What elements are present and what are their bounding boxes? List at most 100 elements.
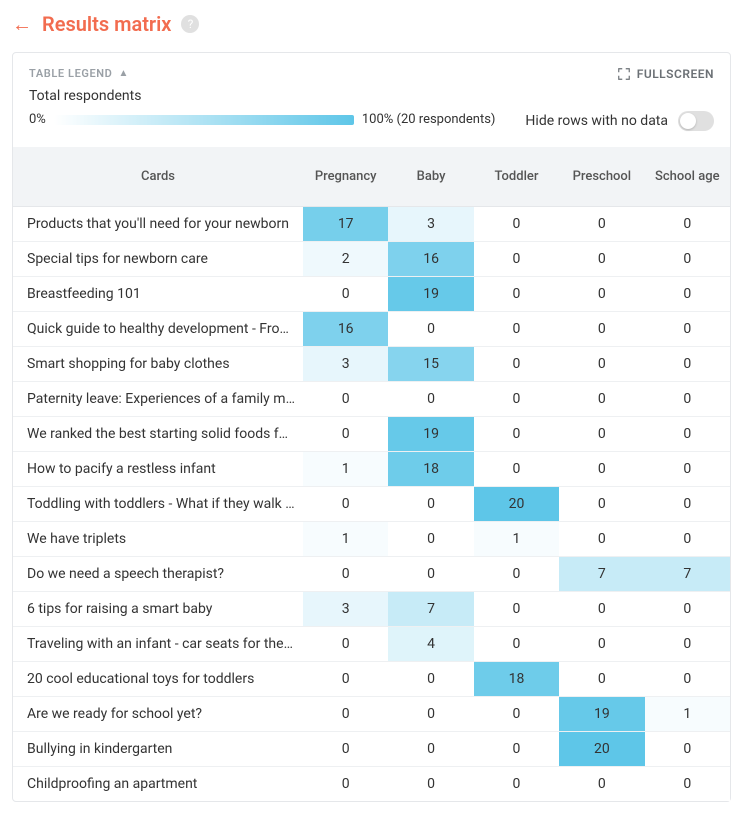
value-cell: 0: [303, 277, 388, 312]
table-row: We ranked the best starting solid foods …: [13, 417, 730, 452]
card-cell[interactable]: 20 cool educational toys for toddlers: [13, 662, 303, 697]
value-cell: 0: [388, 767, 473, 802]
value-cell: 18: [388, 452, 473, 487]
value-cell: 0: [645, 452, 730, 487]
legend-min: 0%: [29, 112, 46, 127]
column-header[interactable]: School age: [645, 147, 730, 207]
hide-rows-label: Hide rows with no data: [525, 113, 668, 129]
card-cell[interactable]: Quick guide to healthy development - Fro…: [13, 312, 303, 347]
toggle-knob: [680, 113, 696, 129]
total-respondents-label: Total respondents: [29, 88, 495, 104]
card-cell[interactable]: Childproofing an apartment: [13, 767, 303, 802]
value-cell: 0: [559, 312, 644, 347]
value-cell: 18: [474, 662, 559, 697]
value-cell: 0: [474, 382, 559, 417]
table-row: Special tips for newborn care216000: [13, 242, 730, 277]
value-cell: 0: [645, 627, 730, 662]
column-header[interactable]: Pregnancy: [303, 147, 388, 207]
table-row: Quick guide to healthy development - Fro…: [13, 312, 730, 347]
value-cell: 0: [474, 277, 559, 312]
legend-toggle[interactable]: TABLE LEGEND ▲: [29, 67, 495, 80]
table-body: Products that you'll need for your newbo…: [13, 207, 730, 802]
hide-rows-control: Hide rows with no data: [525, 111, 714, 131]
legend-left: TABLE LEGEND ▲ Total respondents 0% 100%…: [29, 67, 495, 127]
card-cell[interactable]: Breastfeeding 101: [13, 277, 303, 312]
value-cell: 3: [303, 347, 388, 382]
value-cell: 0: [474, 697, 559, 732]
card-cell[interactable]: Special tips for newborn care: [13, 242, 303, 277]
card-cell[interactable]: Are we ready for school yet?: [13, 697, 303, 732]
value-cell: 0: [388, 487, 473, 522]
table-row: Bullying in kindergarten000200: [13, 732, 730, 767]
back-arrow-icon[interactable]: ←: [12, 14, 32, 34]
value-cell: 7: [645, 557, 730, 592]
value-cell: 0: [474, 767, 559, 802]
value-cell: 19: [388, 417, 473, 452]
value-cell: 0: [559, 277, 644, 312]
value-cell: 16: [388, 242, 473, 277]
value-cell: 3: [303, 592, 388, 627]
value-cell: 19: [388, 277, 473, 312]
value-cell: 1: [303, 452, 388, 487]
column-header[interactable]: Cards: [13, 147, 303, 207]
value-cell: 0: [474, 312, 559, 347]
value-cell: 0: [645, 592, 730, 627]
card-cell[interactable]: Products that you'll need for your newbo…: [13, 207, 303, 242]
table-head: CardsPregnancyBabyToddlerPreschoolSchool…: [13, 147, 730, 207]
value-cell: 0: [559, 592, 644, 627]
value-cell: 20: [474, 487, 559, 522]
legend-bar: TABLE LEGEND ▲ Total respondents 0% 100%…: [13, 53, 730, 147]
value-cell: 1: [303, 522, 388, 557]
value-cell: 0: [559, 662, 644, 697]
value-cell: 0: [388, 732, 473, 767]
value-cell: 0: [559, 627, 644, 662]
card-cell[interactable]: Toddling with toddlers - What if they wa…: [13, 487, 303, 522]
card-cell[interactable]: Do we need a speech therapist?: [13, 557, 303, 592]
card-cell[interactable]: Smart shopping for baby clothes: [13, 347, 303, 382]
table-row: 6 tips for raising a smart baby37000: [13, 592, 730, 627]
value-cell: 0: [645, 277, 730, 312]
value-cell: 0: [645, 312, 730, 347]
table-row: Traveling with an infant - car seats for…: [13, 627, 730, 662]
value-cell: 0: [474, 732, 559, 767]
chevron-up-icon: ▲: [118, 68, 129, 79]
card-cell[interactable]: 6 tips for raising a smart baby: [13, 592, 303, 627]
fullscreen-button[interactable]: FULLSCREEN: [617, 67, 714, 81]
value-cell: 1: [474, 522, 559, 557]
table-row: Breastfeeding 101019000: [13, 277, 730, 312]
value-cell: 15: [388, 347, 473, 382]
legend-max: 100% (20 respondents): [362, 112, 496, 127]
table-row: Toddling with toddlers - What if they wa…: [13, 487, 730, 522]
value-cell: 0: [645, 662, 730, 697]
legend-gradient: [54, 115, 354, 125]
results-panel: TABLE LEGEND ▲ Total respondents 0% 100%…: [12, 52, 731, 802]
column-header[interactable]: Preschool: [559, 147, 644, 207]
value-cell: 16: [303, 312, 388, 347]
column-header[interactable]: Toddler: [474, 147, 559, 207]
card-cell[interactable]: We have triplets: [13, 522, 303, 557]
card-cell[interactable]: Paternity leave: Experiences of a family…: [13, 382, 303, 417]
value-cell: 0: [303, 487, 388, 522]
page-header: ← Results matrix ?: [12, 12, 731, 36]
value-cell: 19: [559, 697, 644, 732]
value-cell: 0: [303, 732, 388, 767]
value-cell: 0: [559, 417, 644, 452]
column-header[interactable]: Baby: [388, 147, 473, 207]
help-icon[interactable]: ?: [181, 15, 199, 33]
table-row: Smart shopping for baby clothes315000: [13, 347, 730, 382]
value-cell: 0: [303, 627, 388, 662]
legend-right: FULLSCREEN Hide rows with no data: [525, 67, 714, 131]
value-cell: 0: [645, 732, 730, 767]
card-cell[interactable]: Traveling with an infant - car seats for…: [13, 627, 303, 662]
hide-rows-toggle[interactable]: [678, 111, 714, 131]
card-cell[interactable]: Bullying in kindergarten: [13, 732, 303, 767]
value-cell: 0: [474, 347, 559, 382]
value-cell: 0: [645, 522, 730, 557]
card-cell[interactable]: How to pacify a restless infant: [13, 452, 303, 487]
table-row: We have triplets10100: [13, 522, 730, 557]
value-cell: 0: [474, 627, 559, 662]
value-cell: 7: [559, 557, 644, 592]
value-cell: 0: [303, 382, 388, 417]
card-cell[interactable]: We ranked the best starting solid foods …: [13, 417, 303, 452]
value-cell: 0: [388, 382, 473, 417]
